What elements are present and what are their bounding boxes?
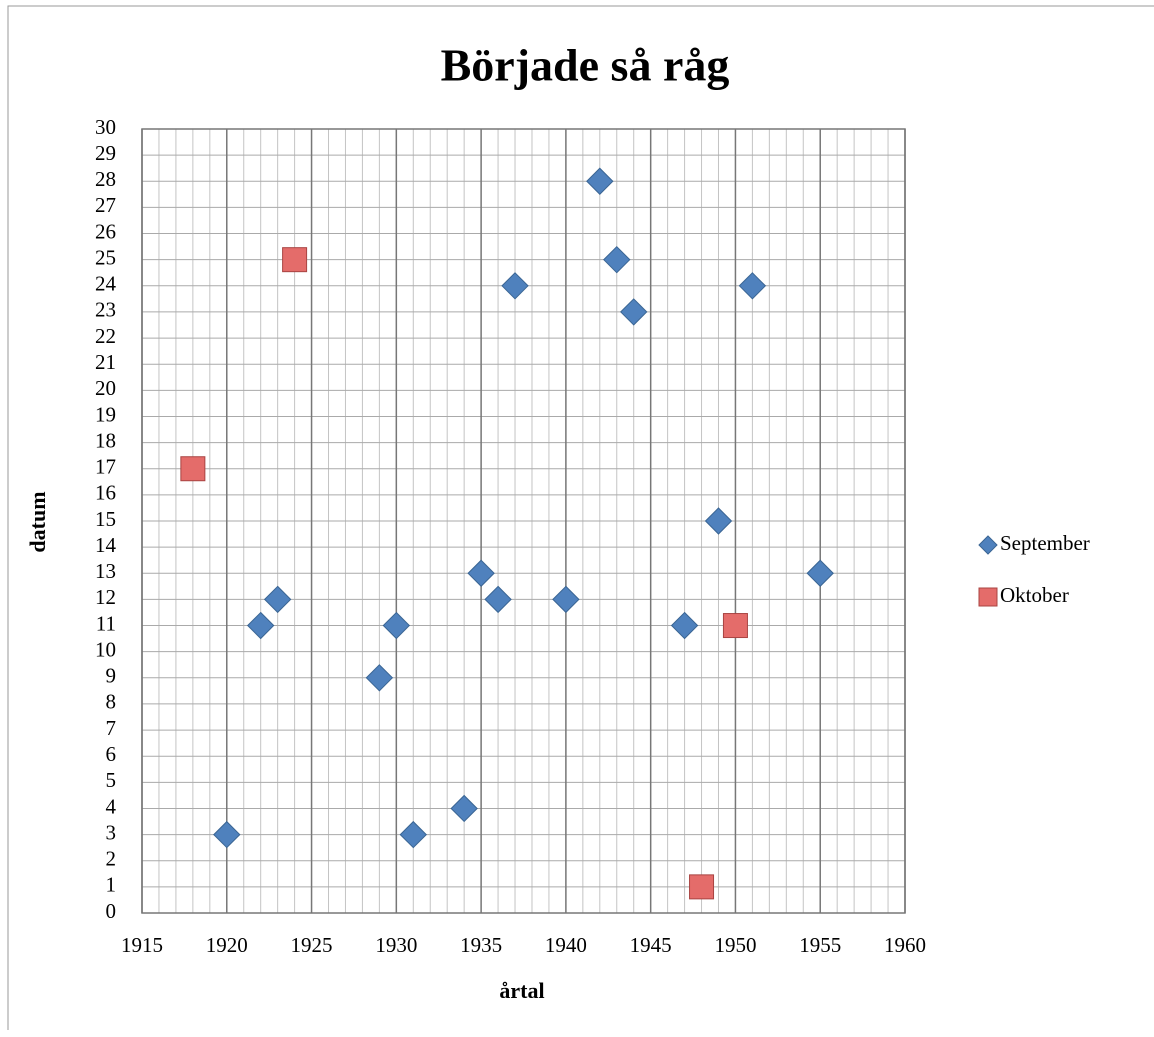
x-tick-label: 1935 (460, 933, 502, 957)
y-tick-label: 17 (95, 455, 116, 479)
point (586, 167, 614, 195)
y-tick-label: 4 (106, 794, 117, 818)
legend-label: September (1000, 531, 1090, 555)
y-axis-label: datum (25, 491, 50, 552)
point (603, 245, 631, 274)
x-tick-label: 1925 (291, 933, 333, 957)
y-tick-label: 21 (95, 350, 116, 374)
point (620, 298, 648, 326)
y-tick-label: 8 (106, 690, 117, 714)
y-tick-label: 0 (106, 899, 117, 923)
y-tick-label: 22 (95, 324, 116, 348)
point (670, 611, 699, 640)
point (399, 820, 427, 849)
point (689, 874, 715, 900)
y-tick-label: 27 (95, 193, 116, 217)
y-tick-label: 19 (95, 402, 116, 426)
point (704, 507, 733, 535)
y-tick-label: 24 (95, 272, 117, 296)
y-tick-label: 14 (95, 533, 117, 557)
point (738, 272, 767, 300)
y-tick-label: 26 (95, 219, 116, 243)
point (382, 611, 411, 640)
x-tick-label: 1940 (545, 933, 587, 957)
x-tick-label: 1915 (121, 933, 163, 957)
y-tick-label: 30 (95, 115, 116, 139)
y-tick-label: 12 (95, 585, 116, 609)
y-tick-label: 20 (95, 376, 116, 400)
point (501, 272, 529, 300)
point (552, 585, 580, 614)
point (263, 585, 292, 614)
y-tick-label: 11 (96, 611, 116, 635)
y-tick-label: 9 (106, 664, 117, 688)
x-tick-label: 1955 (799, 933, 841, 957)
y-tick-label: 16 (95, 481, 116, 505)
point (365, 664, 394, 692)
point (246, 611, 275, 640)
legend-marker (978, 587, 998, 607)
chart-title: Började så råg (441, 40, 730, 91)
y-tick-label: 15 (95, 507, 116, 531)
point (467, 559, 495, 587)
x-tick-label: 1920 (206, 933, 248, 957)
x-tick-label: 1930 (375, 933, 417, 957)
legend-marker (978, 535, 998, 555)
plot-border (141, 128, 906, 914)
x-tick-label: 1945 (630, 933, 672, 957)
legend-label: Oktober (1000, 583, 1069, 607)
chart-frame (7, 5, 1154, 1030)
y-tick-label: 7 (106, 716, 117, 740)
y-tick-label: 13 (95, 559, 116, 583)
point (806, 559, 834, 587)
y-tick-label: 28 (95, 167, 116, 191)
y-tick-label: 2 (106, 847, 117, 871)
y-tick-label: 5 (106, 768, 117, 792)
x-axis-label: årtal (499, 978, 544, 1003)
y-tick-label: 3 (106, 820, 117, 844)
x-tick-label: 1950 (714, 933, 756, 957)
y-tick-label: 10 (95, 637, 116, 661)
x-tick-label: 1960 (884, 933, 926, 957)
point (722, 613, 748, 639)
point (282, 247, 308, 273)
point (450, 794, 478, 823)
point (213, 820, 241, 849)
y-tick-label: 23 (95, 298, 116, 322)
y-tick-label: 25 (95, 245, 116, 269)
y-tick-label: 1 (106, 873, 117, 897)
point (484, 585, 512, 614)
y-tick-label: 18 (95, 428, 116, 452)
point (180, 456, 206, 482)
y-tick-label: 6 (106, 742, 117, 766)
y-tick-label: 29 (95, 141, 116, 165)
